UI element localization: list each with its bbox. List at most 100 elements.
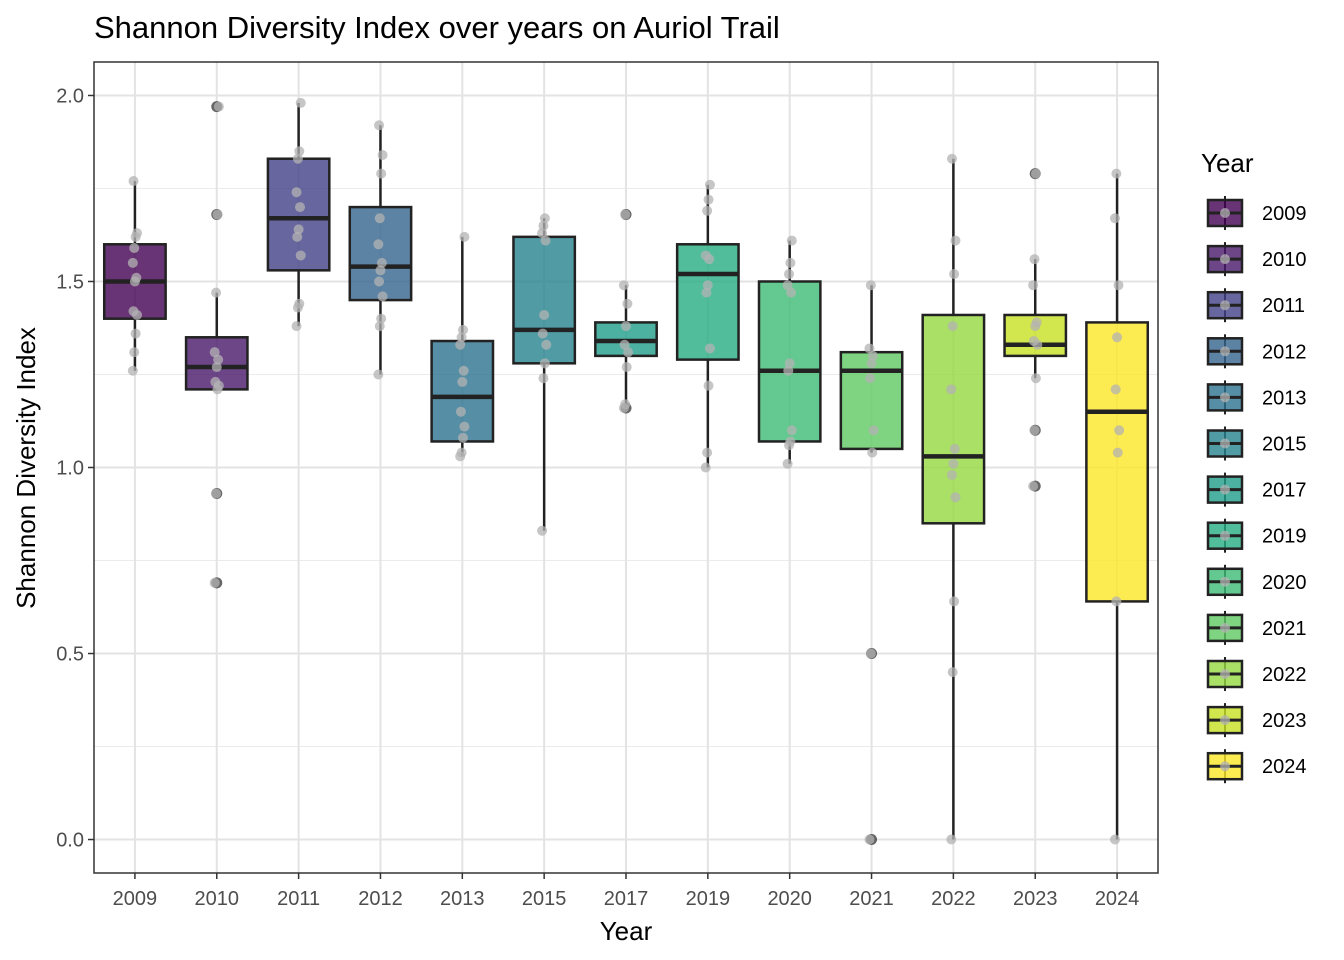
data-point [294, 146, 305, 157]
data-point [213, 354, 224, 365]
data-point [291, 187, 302, 198]
box-2012 [348, 120, 413, 380]
data-point [704, 179, 715, 190]
data-point [622, 298, 633, 309]
data-point [620, 209, 631, 220]
box-2023 [1003, 168, 1068, 492]
box-2015 [512, 213, 577, 536]
data-point [1109, 213, 1120, 224]
data-point [373, 239, 384, 250]
data-point [1110, 384, 1121, 395]
legend-key-point [1220, 484, 1230, 495]
data-point [129, 243, 140, 254]
data-point [864, 343, 875, 354]
box-2024 [1085, 168, 1150, 845]
legend-key-point [1220, 392, 1230, 403]
data-point [540, 235, 551, 246]
legend-item-2011: 2011 [1206, 288, 1305, 323]
data-point [1028, 280, 1039, 291]
data-point [867, 447, 878, 458]
x-tick-label: 2011 [277, 888, 320, 910]
data-point [538, 220, 549, 231]
legend-key-point [1220, 300, 1230, 311]
data-point [375, 265, 386, 276]
data-point [128, 306, 139, 317]
data-point [459, 231, 470, 242]
data-point [623, 347, 634, 358]
data-point [132, 228, 143, 239]
data-point [786, 287, 797, 298]
legend-key-point [1220, 669, 1230, 679]
data-point [455, 406, 466, 417]
data-point [539, 309, 550, 320]
x-tick-label: 2019 [686, 888, 731, 910]
data-point [1111, 596, 1122, 607]
legend-key-point [1220, 761, 1230, 772]
y-tick-label: 1.5 [56, 271, 84, 293]
data-point [376, 313, 387, 324]
data-point [701, 287, 712, 298]
x-tick-label: 2010 [195, 888, 240, 910]
data-point [946, 384, 957, 395]
legend-item-2010: 2010 [1206, 242, 1307, 277]
data-point [1112, 332, 1123, 343]
box-2021 [839, 280, 904, 846]
data-point [620, 399, 631, 410]
data-point [374, 276, 385, 287]
data-point [210, 376, 221, 387]
data-point [865, 648, 876, 659]
box-2013 [430, 231, 495, 462]
data-point [374, 213, 385, 224]
data-point [376, 168, 387, 179]
data-point [866, 358, 877, 369]
y-tick-label: 1.0 [56, 458, 84, 480]
data-point [130, 328, 141, 339]
legend-label: 2009 [1262, 203, 1307, 225]
data-point [459, 421, 470, 432]
data-point [213, 101, 224, 112]
legend-item-2013: 2013 [1206, 380, 1307, 415]
x-tick-label: 2015 [522, 888, 567, 910]
data-point [621, 321, 631, 332]
chart-title: Shannon Diversity Index over years on Au… [94, 10, 780, 45]
legend-label: 2010 [1262, 249, 1307, 271]
legend-label: 2019 [1262, 526, 1307, 548]
x-tick-label: 2012 [358, 888, 403, 910]
data-point [292, 153, 303, 164]
legend-title: Year [1201, 148, 1254, 178]
data-point [209, 577, 220, 588]
x-tick-label: 2017 [604, 888, 649, 910]
data-point [785, 257, 796, 268]
legend-label: 2020 [1262, 572, 1307, 594]
data-point [786, 235, 797, 246]
box-body [1085, 321, 1150, 603]
data-point [946, 834, 957, 845]
box-2022 [921, 153, 986, 845]
data-point [538, 373, 549, 384]
legend-key-point [1220, 715, 1230, 726]
data-point [1031, 317, 1042, 328]
data-point [947, 667, 958, 678]
legend-item-2022: 2022 [1206, 657, 1307, 691]
y-tick-label: 0.5 [56, 644, 84, 666]
data-point [295, 97, 306, 108]
data-point [292, 231, 303, 242]
box-2010 [184, 101, 249, 589]
data-point [457, 376, 468, 387]
data-point [700, 250, 711, 261]
data-point [209, 347, 220, 358]
data-point [537, 328, 548, 339]
data-point [295, 250, 306, 261]
legend-label: 2011 [1262, 295, 1305, 317]
legend-label: 2013 [1262, 387, 1307, 409]
legend-label: 2021 [1262, 618, 1307, 640]
data-point [786, 425, 797, 436]
data-point [377, 291, 388, 302]
x-tick-label: 2022 [931, 888, 976, 910]
data-point [621, 362, 632, 373]
data-point [541, 339, 552, 350]
data-point [1028, 481, 1039, 492]
data-point [868, 425, 879, 436]
legend-label: 2015 [1262, 434, 1307, 456]
legend-item-2019: 2019 [1206, 518, 1307, 553]
